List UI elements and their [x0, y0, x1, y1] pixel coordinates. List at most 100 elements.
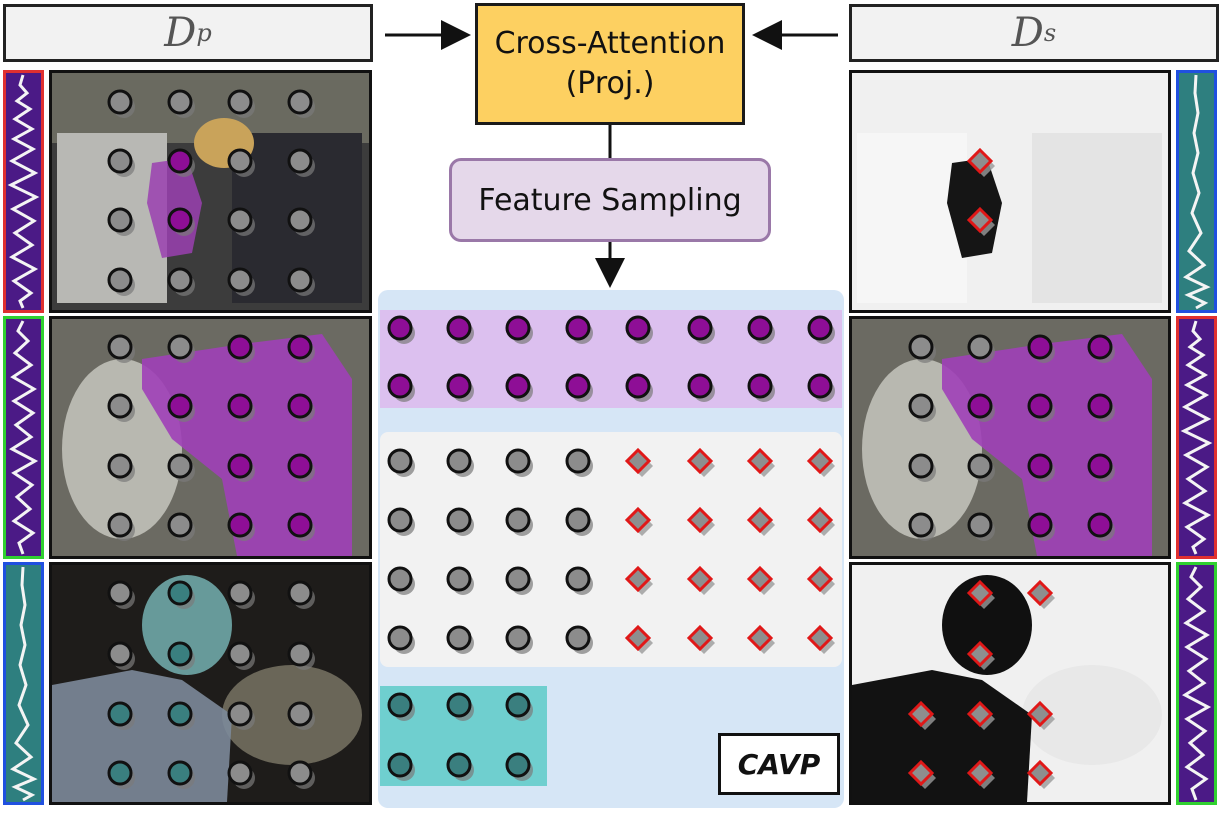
waveform-right-2: [1176, 316, 1217, 559]
token-circle-icon: [625, 315, 651, 341]
token-circle-icon: [565, 373, 591, 399]
ds-label-sub: s: [1043, 19, 1057, 47]
token-circle-icon: [446, 752, 472, 778]
token-circle-icon: [446, 373, 472, 399]
token-circle-icon: [287, 580, 313, 606]
token-circle-icon: [387, 373, 413, 399]
token-circle-icon: [107, 334, 133, 360]
token-circle-icon: [908, 334, 934, 360]
token-circle-icon: [967, 512, 993, 538]
token-circle-icon: [446, 566, 472, 592]
dog-scene: [852, 319, 1168, 556]
token-diamond-icon: [806, 447, 834, 475]
token-circle-icon: [287, 453, 313, 479]
token-circle-icon: [107, 453, 133, 479]
token-circle-icon: [167, 89, 193, 115]
image-panel-right-person: [849, 562, 1171, 805]
image-panel-right-dog: [849, 316, 1171, 559]
token-circle-icon: [625, 373, 651, 399]
token-circle-icon: [287, 334, 313, 360]
token-diamond-icon: [966, 206, 994, 234]
token-circle-icon: [107, 89, 133, 115]
token-circle-icon: [227, 207, 253, 233]
waveform-right-1: [1176, 70, 1217, 313]
token-circle-icon: [387, 566, 413, 592]
token-diamond-icon: [746, 565, 774, 593]
token-circle-icon: [387, 692, 413, 718]
waveform-left-2: [3, 316, 44, 559]
image-panel-left-person: [49, 562, 372, 805]
token-diamond-icon: [624, 624, 652, 652]
token-circle-icon: [446, 448, 472, 474]
cross-attention-box: Cross-Attention (Proj.): [475, 3, 745, 125]
token-circle-icon: [446, 507, 472, 533]
token-circle-icon: [287, 89, 313, 115]
token-diamond-icon: [1026, 700, 1054, 728]
cavp-label-text: CAVP: [737, 747, 821, 781]
token-circle-icon: [227, 89, 253, 115]
token-circle-icon: [167, 267, 193, 293]
token-diamond-icon: [907, 759, 935, 787]
token-circle-icon: [505, 373, 531, 399]
token-circle-icon: [387, 448, 413, 474]
ds-label-main: D: [1011, 10, 1044, 56]
dog-scene: [52, 319, 369, 556]
feature-sampling-box: Feature Sampling: [449, 158, 771, 242]
cavp-label: CAVP: [718, 733, 840, 795]
token-circle-icon: [967, 334, 993, 360]
person-scene: [52, 565, 369, 802]
dp-label-sub: p: [196, 19, 212, 47]
car-scene: [52, 73, 369, 310]
token-diamond-icon: [746, 506, 774, 534]
token-circle-icon: [287, 701, 313, 727]
token-circle-icon: [387, 625, 413, 651]
cross-attention-subtitle: (Proj.): [565, 66, 655, 101]
token-circle-icon: [287, 641, 313, 667]
token-circle-icon: [107, 267, 133, 293]
token-diamond-icon: [806, 565, 834, 593]
waveform-icon: [1180, 320, 1213, 555]
token-circle-icon: [107, 207, 133, 233]
token-circle-icon: [167, 334, 193, 360]
token-circle-icon: [387, 507, 413, 533]
token-circle-icon: [287, 760, 313, 786]
token-circle-icon: [1087, 393, 1113, 419]
token-diamond-icon: [907, 700, 935, 728]
token-diamond-icon: [966, 579, 994, 607]
token-circle-icon: [807, 373, 833, 399]
token-circle-icon: [505, 752, 531, 778]
token-circle-icon: [227, 512, 253, 538]
person-scene-masked: [852, 565, 1168, 802]
token-circle-icon: [167, 453, 193, 479]
token-circle-icon: [565, 507, 591, 533]
token-circle-icon: [387, 315, 413, 341]
image-panel-right-car: [849, 70, 1171, 313]
token-circle-icon: [167, 512, 193, 538]
token-circle-icon: [1027, 334, 1053, 360]
token-diamond-icon: [806, 624, 834, 652]
token-circle-icon: [967, 393, 993, 419]
token-circle-icon: [107, 393, 133, 419]
token-circle-icon: [505, 692, 531, 718]
token-circle-icon: [446, 692, 472, 718]
token-circle-icon: [1087, 334, 1113, 360]
token-circle-icon: [505, 448, 531, 474]
token-circle-icon: [908, 393, 934, 419]
token-circle-icon: [227, 701, 253, 727]
token-circle-icon: [287, 207, 313, 233]
token-circle-icon: [107, 760, 133, 786]
token-diamond-icon: [746, 624, 774, 652]
token-diamond-icon: [686, 506, 714, 534]
token-circle-icon: [167, 148, 193, 174]
feature-sampling-label: Feature Sampling: [478, 182, 742, 218]
waveform-icon: [9, 566, 38, 802]
token-diamond-icon: [966, 759, 994, 787]
waveform-icon: [8, 320, 39, 555]
token-circle-icon: [227, 760, 253, 786]
token-circle-icon: [446, 315, 472, 341]
image-panel-left-dog: [49, 316, 372, 559]
token-circle-icon: [167, 207, 193, 233]
token-diamond-icon: [624, 447, 652, 475]
token-circle-icon: [565, 448, 591, 474]
